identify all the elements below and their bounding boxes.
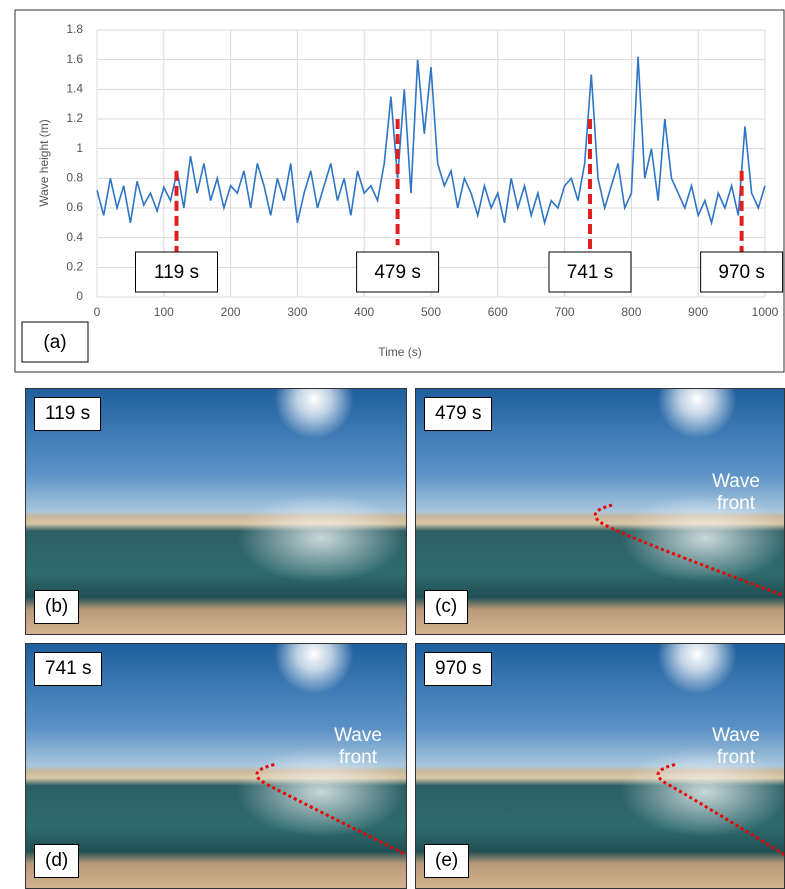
photo-panel: (d) bbox=[34, 844, 80, 878]
photo-panel: (c) bbox=[424, 590, 469, 624]
y-tick-label: 1.2 bbox=[66, 111, 83, 125]
wave-front-label: Wave front bbox=[712, 470, 760, 514]
y-tick-label: 0.6 bbox=[66, 200, 83, 214]
photo-panel: (b) bbox=[34, 590, 80, 624]
photo: 479 s (c) Wave front bbox=[415, 388, 785, 635]
wave-front-label: Wave front bbox=[334, 725, 382, 769]
x-tick-label: 300 bbox=[287, 305, 307, 319]
glare bbox=[236, 747, 406, 838]
x-tick-label: 1000 bbox=[752, 305, 779, 319]
marker-label: 119 s bbox=[154, 262, 199, 283]
photo-panel: (e) bbox=[424, 844, 470, 878]
x-tick-label: 100 bbox=[154, 305, 174, 319]
wave-front-label: Wave front bbox=[712, 725, 760, 769]
y-tick-label: 0.2 bbox=[66, 260, 83, 274]
data-line bbox=[96, 56, 766, 226]
x-axis-label: Time (s) bbox=[378, 345, 422, 359]
wave-front-overlay bbox=[593, 503, 784, 598]
y-tick-label: 0 bbox=[76, 289, 83, 303]
photo: 741 s (d) Wave front bbox=[25, 643, 407, 889]
panel-box bbox=[21, 321, 89, 363]
photo-time: 479 s bbox=[424, 397, 493, 431]
y-tick-label: 1.4 bbox=[66, 82, 83, 96]
photo-time: 741 s bbox=[34, 652, 103, 686]
panel-label: (a) bbox=[43, 332, 66, 353]
chart: Time (s) Wave height (m) (a) 0 0.2 0.4 0.6 0… bbox=[14, 9, 785, 373]
wave-front-overlay bbox=[255, 763, 406, 857]
wave-front-curve bbox=[255, 763, 406, 857]
photo-time: 119 s bbox=[34, 397, 102, 431]
y-axis-label: Wave height (m) bbox=[37, 119, 51, 207]
photo-time: 970 s bbox=[424, 652, 493, 686]
x-tick-label: 700 bbox=[555, 305, 575, 319]
marker-box bbox=[134, 251, 218, 293]
x-tick-label: 200 bbox=[221, 305, 241, 319]
x-tick-label: 800 bbox=[621, 305, 641, 319]
sun bbox=[274, 389, 355, 439]
marker-label: 741 s bbox=[567, 262, 613, 283]
y-tick-label: 1.8 bbox=[66, 22, 83, 36]
y-tick-label: 0.4 bbox=[66, 230, 83, 244]
y-tick-label: 1 bbox=[76, 141, 83, 155]
x-tick-label: 900 bbox=[688, 305, 708, 319]
marker-label: 479 s bbox=[374, 262, 420, 283]
marker-box bbox=[548, 251, 632, 293]
marker-box bbox=[356, 251, 440, 293]
wave-front-curve bbox=[593, 503, 784, 598]
y-tick-label: 0.8 bbox=[66, 171, 83, 185]
x-tick-label: 400 bbox=[354, 305, 374, 319]
marker-label: 970 s bbox=[718, 262, 764, 283]
glare bbox=[619, 492, 784, 583]
x-tick-label: 500 bbox=[421, 305, 441, 319]
photo: 970 s (e) Wave front bbox=[415, 643, 785, 889]
photo: 119 s (b) bbox=[25, 388, 407, 635]
wave-front-overlay bbox=[656, 763, 784, 857]
chart-frame bbox=[14, 9, 785, 373]
y-tick-label: 1.6 bbox=[66, 52, 83, 66]
glare bbox=[236, 492, 406, 583]
wave-front-curve bbox=[656, 763, 784, 857]
x-tick-label: 600 bbox=[488, 305, 508, 319]
marker-box bbox=[700, 251, 784, 293]
x-tick-label: 0 bbox=[94, 305, 101, 319]
glare bbox=[619, 747, 784, 838]
